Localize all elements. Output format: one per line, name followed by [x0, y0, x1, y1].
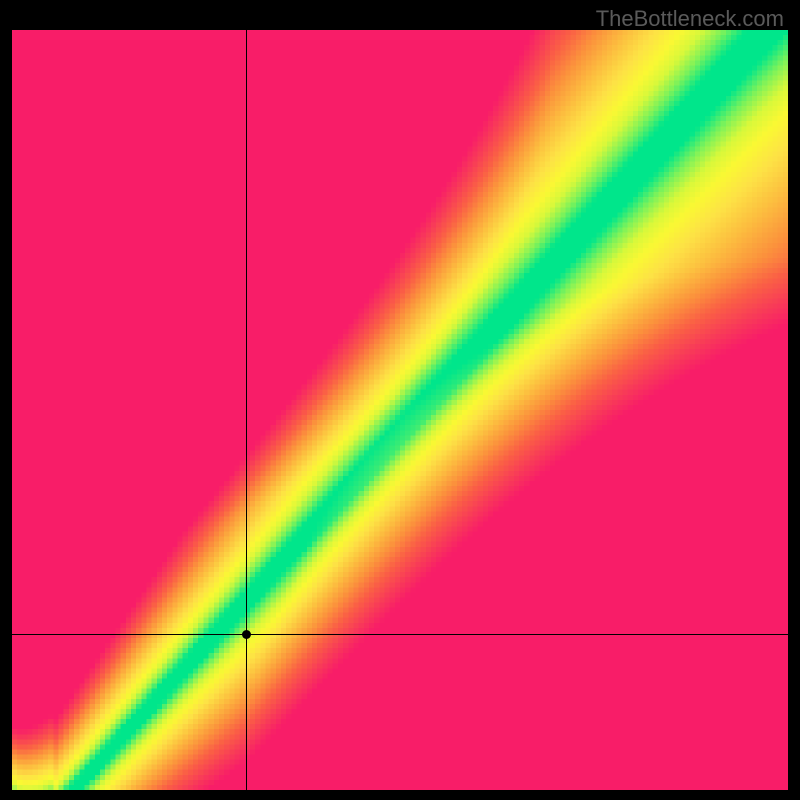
crosshair-horizontal: [12, 634, 788, 635]
watermark-text: TheBottleneck.com: [596, 6, 784, 32]
crosshair-marker: [242, 630, 251, 639]
bottleneck-heatmap: [12, 30, 788, 790]
crosshair-vertical: [246, 30, 247, 790]
chart-container: TheBottleneck.com: [0, 0, 800, 800]
